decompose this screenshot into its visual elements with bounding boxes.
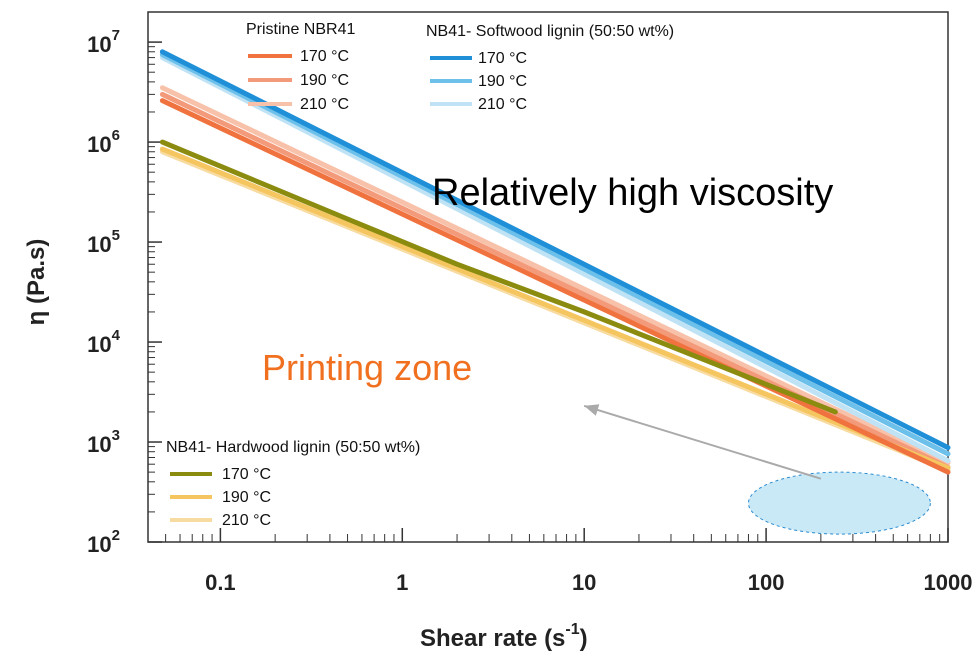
y-tick-label: 107: [87, 27, 120, 57]
y-tick-label: 106: [87, 127, 120, 157]
legend-label-pristine-170: 170 °C: [300, 48, 349, 65]
x-ticks: 0.1 1 10 100 1000: [205, 528, 972, 595]
x-axis-title-main: Shear rate (s: [420, 625, 565, 652]
y-tick-label: 103: [87, 427, 120, 457]
y-tick-label: 105: [87, 227, 120, 257]
legend-hardwood: NB41- Hardwood lignin (50:50 wt%) 170 °C…: [166, 439, 420, 529]
legend-label-pristine-190: 190 °C: [300, 72, 349, 89]
y-axis-title: η (Pa.s): [23, 239, 50, 326]
y-tick-exponent: 6: [112, 127, 120, 144]
series-line-3: [162, 52, 948, 448]
legend-label-softwood-190: 190 °C: [478, 73, 527, 90]
arrow-shaft: [584, 406, 821, 479]
x-tick-label: 10: [572, 570, 596, 595]
y-tick-base: 10: [87, 332, 111, 357]
x-tick-label: 1000: [924, 570, 973, 595]
series-layer: [162, 52, 948, 472]
y-tick-label: 104: [87, 327, 120, 357]
annotation-high-viscosity: Relatively high viscosity: [432, 172, 833, 214]
legend-title-softwood: NB41- Softwood lignin (50:50 wt%): [426, 23, 674, 40]
y-tick-exponent: 3: [112, 427, 120, 444]
y-tick-base: 10: [87, 132, 111, 157]
y-minor-ticks: [148, 12, 155, 512]
legend-softwood: NB41- Softwood lignin (50:50 wt%) 170 °C…: [426, 23, 674, 113]
legend-label-hardwood-210: 210 °C: [222, 512, 271, 529]
x-tick-label: 0.1: [205, 570, 236, 595]
series-line-0: [162, 101, 948, 473]
y-tick-base: 10: [87, 532, 111, 557]
y-tick-base: 10: [87, 232, 111, 257]
x-minor-ticks: [148, 534, 940, 542]
legend-title-hardwood: NB41- Hardwood lignin (50:50 wt%): [166, 439, 420, 456]
x-axis-title: Shear rate (s-1): [420, 621, 588, 652]
y-tick-exponent: 5: [112, 227, 120, 244]
arrow-head: [584, 404, 599, 415]
series-line-5: [162, 58, 948, 461]
annotation-printing-zone: Printing zone: [262, 347, 472, 388]
y-tick-base: 10: [87, 432, 111, 457]
arrow-layer: [584, 404, 821, 478]
y-tick-exponent: 4: [112, 327, 121, 344]
x-axis-title-close: ): [580, 625, 588, 652]
y-tick-exponent: 2: [112, 527, 120, 544]
y-tick-label: 102: [87, 527, 120, 557]
legend-pristine: Pristine NBR41 170 °C 190 °C 210 °C: [246, 21, 355, 113]
series-line-4: [162, 55, 948, 454]
x-tick-label: 1: [396, 570, 408, 595]
printing-zone-ellipse: [748, 472, 930, 534]
y-tick-exponent: 7: [112, 27, 120, 44]
printing-zone-layer: [748, 472, 930, 534]
legend-label-softwood-170: 170 °C: [478, 50, 527, 67]
legend-label-hardwood-170: 170 °C: [222, 466, 271, 483]
legend-title-pristine: Pristine NBR41: [246, 21, 355, 38]
legend-label-hardwood-190: 190 °C: [222, 489, 271, 506]
x-axis-title-superscript: -1: [565, 621, 579, 638]
x-tick-label: 100: [748, 570, 785, 595]
legend-label-softwood-210: 210 °C: [478, 96, 527, 113]
series-line-2: [162, 88, 948, 463]
legend-label-pristine-210: 210 °C: [300, 96, 349, 113]
y-tick-base: 10: [87, 32, 111, 57]
